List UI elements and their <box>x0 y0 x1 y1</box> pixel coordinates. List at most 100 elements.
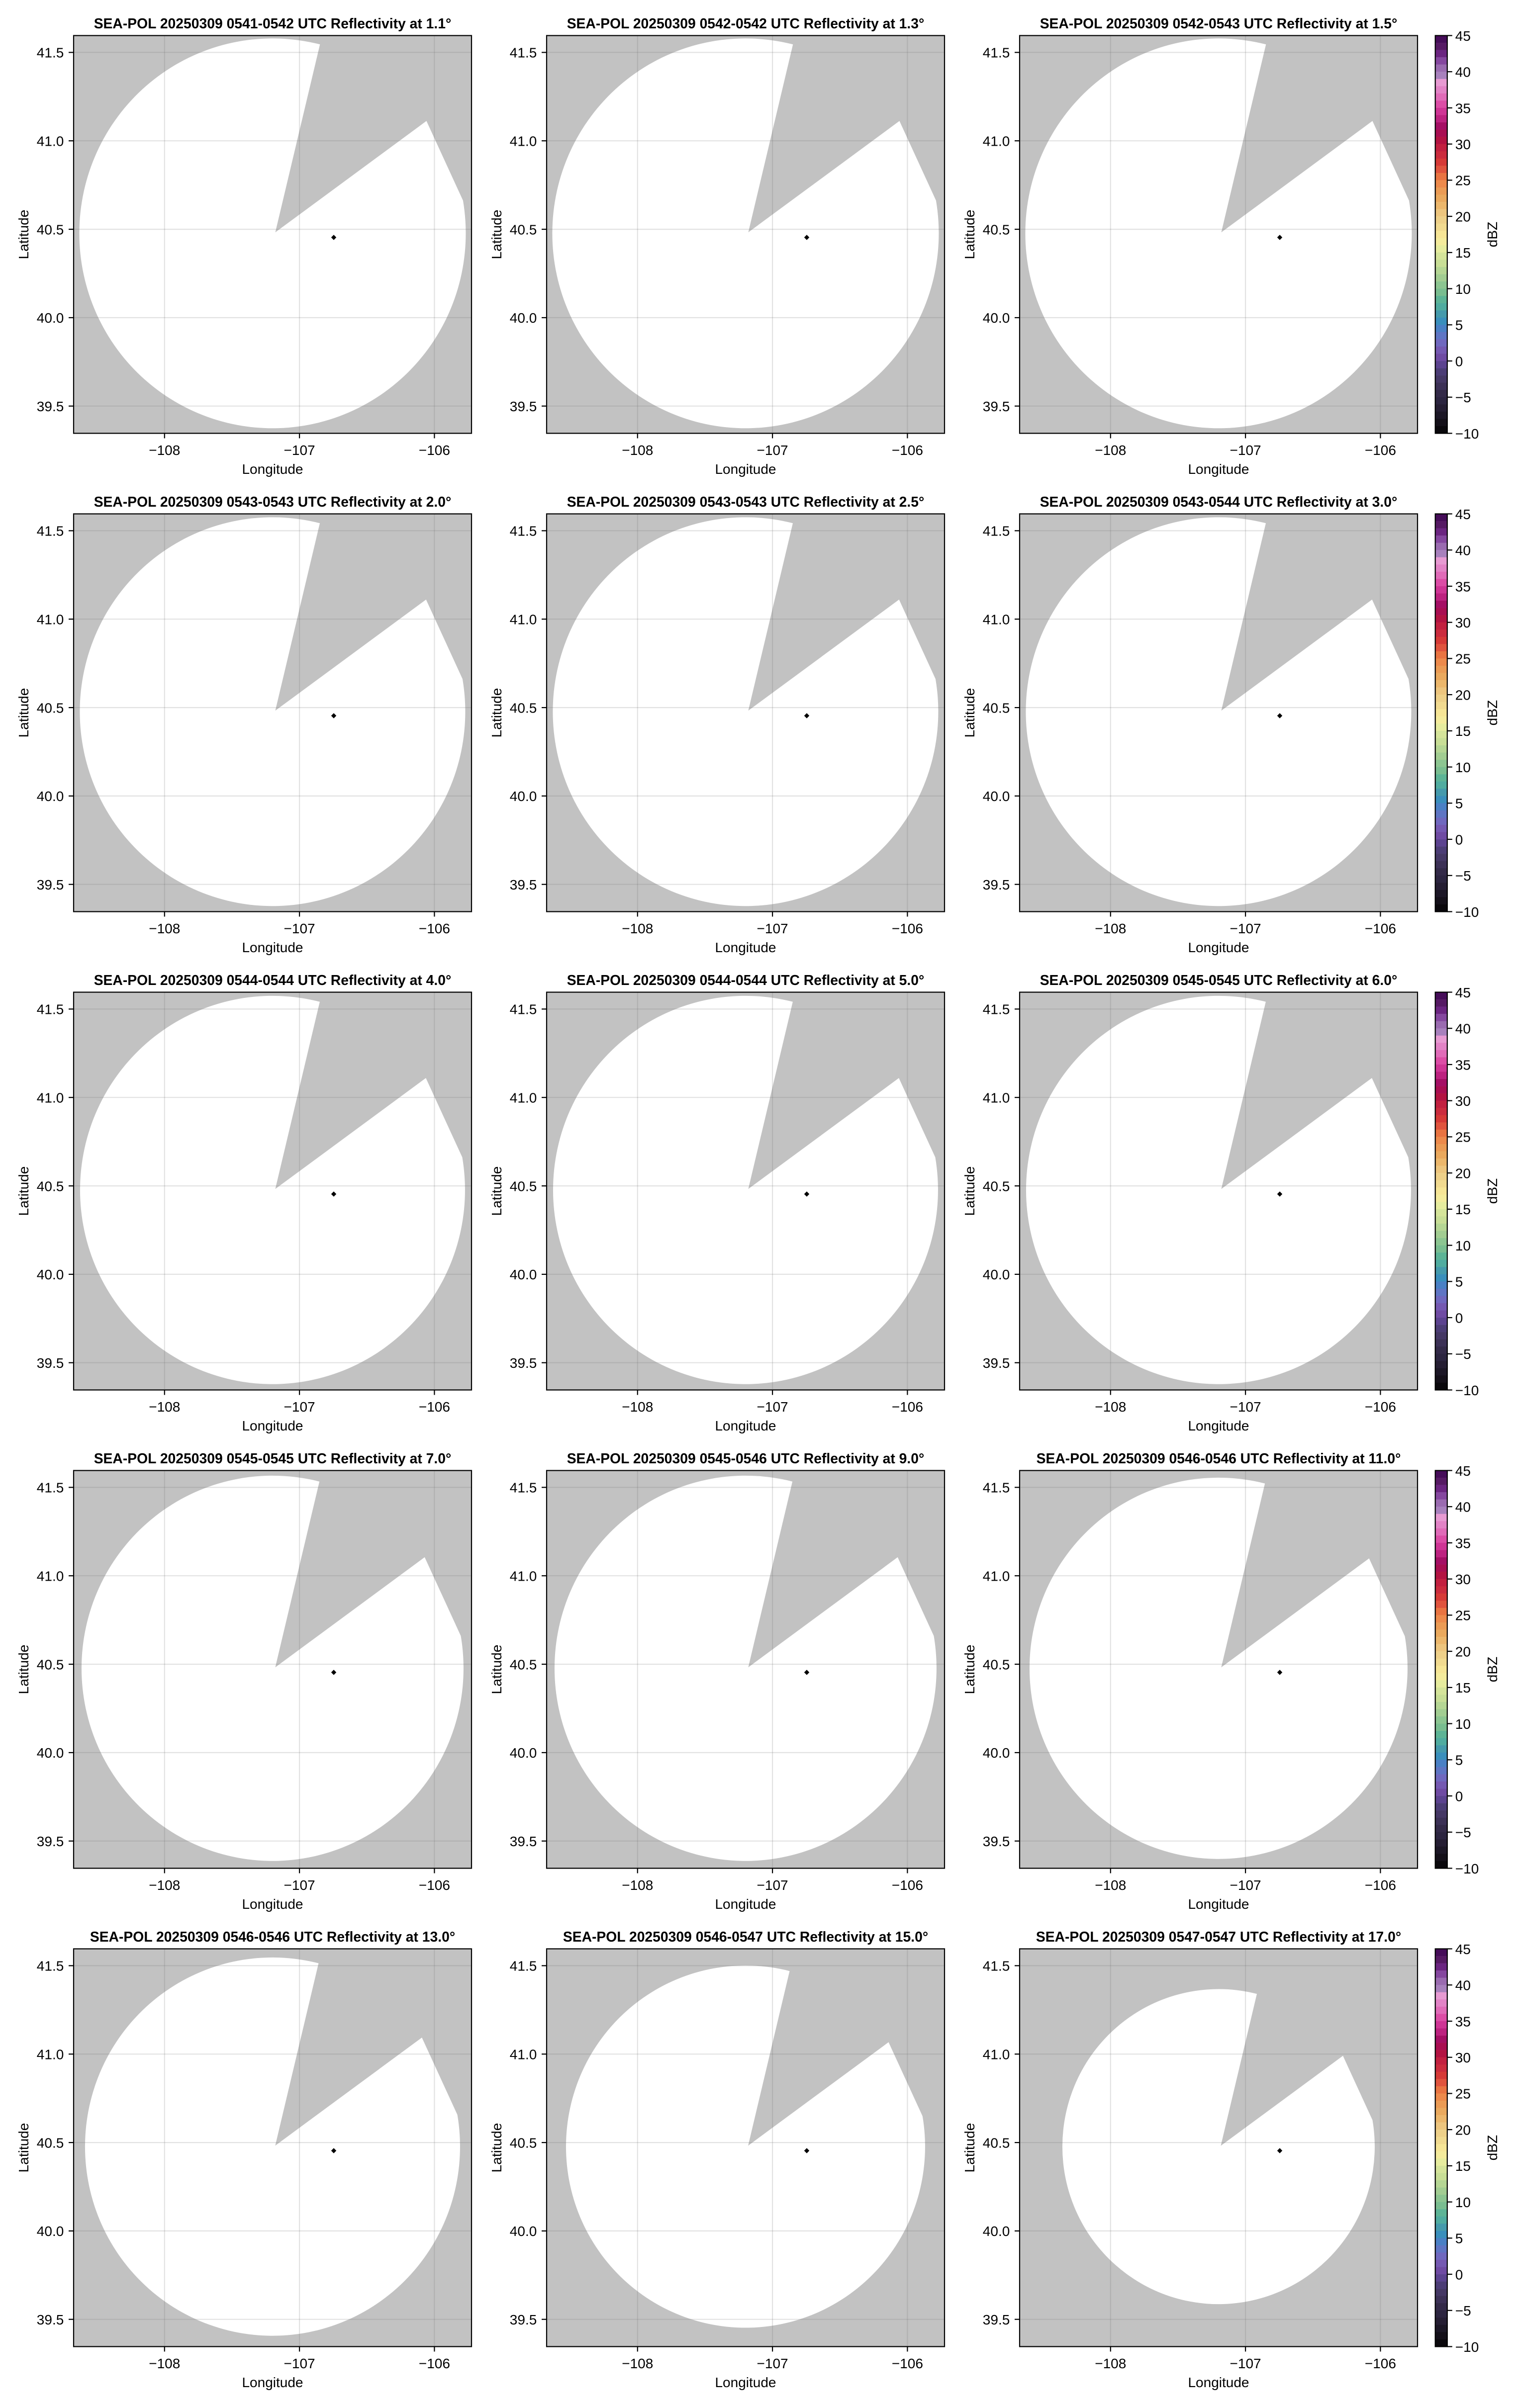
svg-text:45: 45 <box>1455 507 1471 522</box>
svg-text:39.5: 39.5 <box>983 877 1010 892</box>
svg-text:40.5: 40.5 <box>983 700 1010 715</box>
svg-text:40.0: 40.0 <box>37 1745 64 1761</box>
svg-text:0: 0 <box>1455 1310 1463 1326</box>
svg-text:40.0: 40.0 <box>983 1745 1010 1761</box>
svg-text:Latitude: Latitude <box>16 1645 31 1695</box>
svg-text:40.5: 40.5 <box>510 222 537 237</box>
svg-text:40: 40 <box>1455 1500 1471 1515</box>
svg-text:−106: −106 <box>892 443 923 458</box>
svg-text:41.5: 41.5 <box>510 1480 537 1496</box>
svg-text:SEA-POL 20250309 0546-0547 UTC: SEA-POL 20250309 0546-0547 UTC Reflectiv… <box>563 1929 928 1945</box>
svg-text:41.0: 41.0 <box>510 612 537 627</box>
svg-text:Longitude: Longitude <box>242 2375 303 2390</box>
svg-text:41.5: 41.5 <box>510 45 537 61</box>
svg-text:Longitude: Longitude <box>1188 2375 1249 2390</box>
svg-text:35: 35 <box>1455 1057 1471 1072</box>
svg-text:−108: −108 <box>622 1877 653 1893</box>
svg-text:−106: −106 <box>892 1399 923 1415</box>
svg-text:−106: −106 <box>1365 1877 1396 1893</box>
svg-text:SEA-POL 20250309 0546-0546 UTC: SEA-POL 20250309 0546-0546 UTC Reflectiv… <box>90 1929 455 1945</box>
svg-text:−108: −108 <box>1095 443 1126 458</box>
svg-text:41.5: 41.5 <box>510 524 537 539</box>
svg-text:40.5: 40.5 <box>37 2135 64 2150</box>
svg-text:10: 10 <box>1455 760 1471 775</box>
svg-text:45: 45 <box>1455 1463 1471 1479</box>
svg-text:SEA-POL 20250309 0544-0544 UTC: SEA-POL 20250309 0544-0544 UTC Reflectiv… <box>567 972 925 988</box>
svg-text:−106: −106 <box>892 921 923 936</box>
svg-text:−5: −5 <box>1455 2303 1471 2319</box>
svg-text:39.5: 39.5 <box>37 2312 64 2327</box>
svg-text:30: 30 <box>1455 615 1471 630</box>
svg-text:41.5: 41.5 <box>510 1002 537 1017</box>
svg-text:Longitude: Longitude <box>1188 461 1249 477</box>
svg-text:0: 0 <box>1455 2267 1463 2282</box>
svg-text:−107: −107 <box>757 921 788 936</box>
svg-text:41.5: 41.5 <box>37 524 64 539</box>
svg-text:40.0: 40.0 <box>37 1267 64 1282</box>
svg-text:Longitude: Longitude <box>1188 1418 1249 1433</box>
svg-text:41.0: 41.0 <box>510 1569 537 1584</box>
svg-text:40.0: 40.0 <box>983 1267 1010 1282</box>
svg-text:10: 10 <box>1455 1716 1471 1732</box>
svg-text:45: 45 <box>1455 1942 1471 1957</box>
svg-text:−106: −106 <box>419 1399 450 1415</box>
svg-text:20: 20 <box>1455 1644 1471 1659</box>
svg-text:−107: −107 <box>1230 1399 1261 1415</box>
svg-text:−106: −106 <box>1365 1399 1396 1415</box>
svg-text:41.5: 41.5 <box>983 1959 1010 1974</box>
svg-text:5: 5 <box>1455 2231 1463 2246</box>
svg-text:25: 25 <box>1455 1608 1471 1623</box>
svg-text:25: 25 <box>1455 173 1471 188</box>
svg-text:41.0: 41.0 <box>510 2047 537 2062</box>
svg-text:−10: −10 <box>1455 904 1479 920</box>
svg-text:39.5: 39.5 <box>983 2312 1010 2327</box>
svg-text:Latitude: Latitude <box>489 2123 504 2173</box>
svg-text:dBZ: dBZ <box>1485 1178 1500 1204</box>
svg-text:−107: −107 <box>1230 2356 1261 2371</box>
svg-text:Latitude: Latitude <box>489 210 504 260</box>
svg-text:35: 35 <box>1455 1535 1471 1551</box>
svg-text:41.0: 41.0 <box>37 612 64 627</box>
svg-text:−107: −107 <box>284 1399 315 1415</box>
svg-text:SEA-POL 20250309 0541-0542 UTC: SEA-POL 20250309 0541-0542 UTC Reflectiv… <box>94 15 452 31</box>
svg-text:−108: −108 <box>149 1877 180 1893</box>
svg-text:−107: −107 <box>1230 1877 1261 1893</box>
svg-text:Longitude: Longitude <box>715 940 776 955</box>
svg-text:41.0: 41.0 <box>983 1569 1010 1584</box>
svg-text:45: 45 <box>1455 985 1471 1000</box>
svg-text:−106: −106 <box>419 1877 450 1893</box>
svg-text:40.0: 40.0 <box>983 310 1010 326</box>
svg-text:39.5: 39.5 <box>37 1834 64 1849</box>
svg-text:SEA-POL 20250309 0542-0543 UTC: SEA-POL 20250309 0542-0543 UTC Reflectiv… <box>1040 15 1398 31</box>
svg-text:Latitude: Latitude <box>489 1645 504 1695</box>
svg-text:Latitude: Latitude <box>16 1166 31 1216</box>
svg-text:40.5: 40.5 <box>983 2135 1010 2150</box>
svg-text:dBZ: dBZ <box>1485 222 1500 247</box>
svg-text:0: 0 <box>1455 354 1463 369</box>
svg-text:40.5: 40.5 <box>37 1178 64 1194</box>
svg-text:Latitude: Latitude <box>962 688 977 738</box>
svg-text:30: 30 <box>1455 137 1471 152</box>
svg-text:−108: −108 <box>1095 921 1126 936</box>
svg-text:20: 20 <box>1455 1165 1471 1181</box>
svg-text:5: 5 <box>1455 1753 1463 1768</box>
svg-text:−106: −106 <box>892 2356 923 2371</box>
svg-text:41.0: 41.0 <box>983 134 1010 149</box>
svg-text:41.5: 41.5 <box>37 1480 64 1496</box>
svg-text:Longitude: Longitude <box>715 1418 776 1433</box>
svg-text:40.0: 40.0 <box>510 1745 537 1761</box>
svg-text:0: 0 <box>1455 1788 1463 1804</box>
svg-text:SEA-POL 20250309 0543-0543 UTC: SEA-POL 20250309 0543-0543 UTC Reflectiv… <box>567 494 925 510</box>
svg-text:25: 25 <box>1455 651 1471 667</box>
svg-text:35: 35 <box>1455 2014 1471 2029</box>
svg-text:−108: −108 <box>622 921 653 936</box>
svg-text:40.5: 40.5 <box>510 2135 537 2150</box>
svg-text:39.5: 39.5 <box>983 1355 1010 1371</box>
svg-text:−10: −10 <box>1455 1383 1479 1398</box>
svg-text:SEA-POL 20250309 0543-0543 UTC: SEA-POL 20250309 0543-0543 UTC Reflectiv… <box>94 494 452 510</box>
svg-text:Latitude: Latitude <box>489 1166 504 1216</box>
svg-text:40.0: 40.0 <box>983 789 1010 804</box>
svg-text:39.5: 39.5 <box>37 877 64 892</box>
svg-text:−107: −107 <box>757 1877 788 1893</box>
svg-text:SEA-POL 20250309 0547-0547 UTC: SEA-POL 20250309 0547-0547 UTC Reflectiv… <box>1036 1929 1401 1945</box>
